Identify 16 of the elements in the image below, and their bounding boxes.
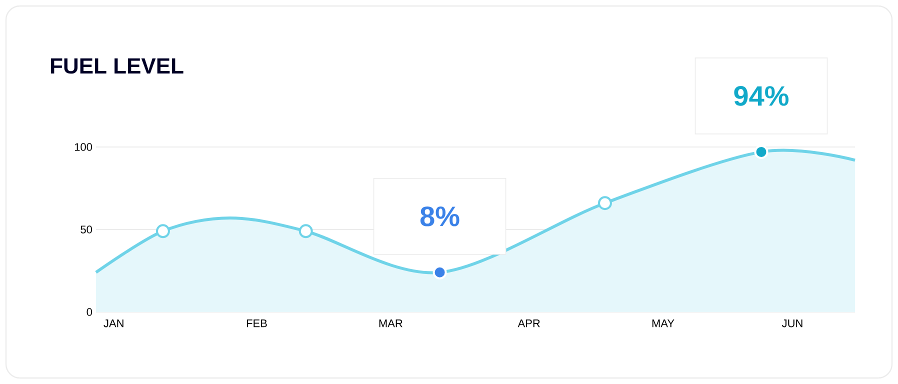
x-tick-label: FEB — [246, 320, 267, 328]
x-tick-label: JAN — [104, 320, 124, 328]
x-tick-label: MAR — [379, 320, 402, 328]
point — [754, 144, 768, 159]
x-tick-label: MAY — [652, 320, 674, 328]
annotation: 94% — [734, 86, 789, 106]
point — [298, 224, 313, 238]
annotation: 8% — [420, 206, 460, 226]
chart-title: FUEL LEVEL — [51, 58, 184, 74]
y-tick-label: 0 — [86, 308, 92, 316]
point — [156, 224, 170, 238]
y-tick-label: 50 — [80, 226, 92, 234]
point — [598, 196, 612, 210]
x-tick-label: JUN — [782, 320, 802, 328]
x-tick-label: APR — [518, 320, 540, 328]
y-tick-label: 100 — [74, 143, 92, 151]
